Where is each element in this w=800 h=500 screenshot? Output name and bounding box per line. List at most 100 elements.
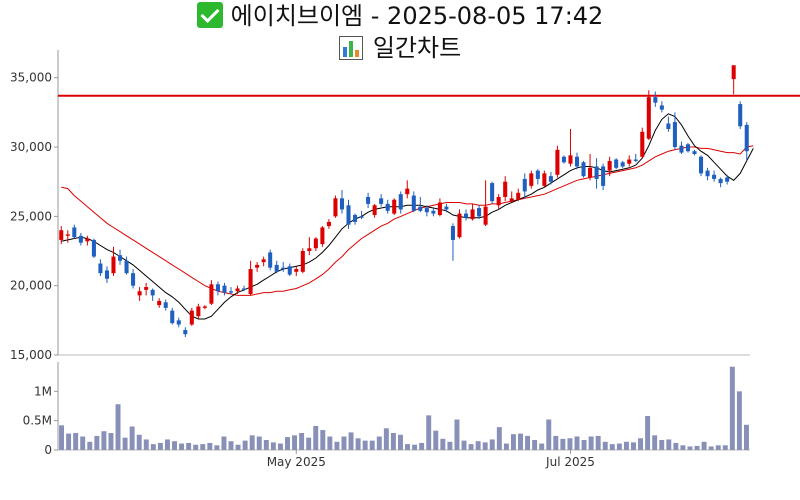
candle-body: [405, 189, 409, 195]
candle-body: [595, 166, 599, 178]
candle: [183, 327, 187, 337]
candle-body: [333, 198, 337, 216]
candle-body: [183, 330, 187, 334]
candle-body: [699, 157, 703, 174]
volume-panel: 00.5M1M: [23, 362, 750, 457]
candle-body: [131, 273, 135, 285]
candle-body: [294, 269, 298, 272]
candle: [111, 247, 115, 276]
volume-bar: [123, 438, 128, 450]
candle-body: [510, 198, 514, 201]
candle-body: [647, 97, 651, 139]
candle-body: [451, 226, 455, 240]
candle: [471, 204, 475, 221]
candle: [542, 171, 546, 188]
candle-body: [431, 211, 435, 214]
price-y-tick-label: 15,000: [10, 348, 52, 362]
candle-body: [255, 265, 259, 268]
volume-bar: [292, 435, 297, 450]
candle-body: [157, 301, 161, 305]
candle-body: [222, 286, 226, 293]
candle-body: [686, 144, 690, 151]
candle: [405, 180, 409, 198]
volume-bar: [144, 439, 149, 450]
candle-body: [190, 311, 194, 325]
candle-body: [151, 290, 155, 296]
candle-body: [457, 214, 461, 238]
volume-bar: [299, 433, 304, 450]
volume-bar: [617, 444, 622, 450]
candle-body: [425, 208, 429, 212]
price-panel: 15,00020,00025,00030,00035,000: [10, 50, 800, 362]
candle-body: [144, 287, 148, 290]
candle-body: [281, 268, 285, 269]
moving-average-short: [61, 114, 753, 319]
volume-bar: [214, 445, 219, 450]
candle: [170, 308, 174, 325]
volume-bar: [391, 433, 396, 450]
candle-body: [464, 214, 468, 218]
candle-body: [438, 203, 442, 215]
volume-bar: [567, 438, 572, 450]
candle-body: [268, 252, 272, 267]
candle-body: [536, 171, 540, 179]
candle: [249, 261, 253, 296]
price-y-tick-label: 20,000: [10, 279, 52, 293]
candle-body: [125, 261, 129, 273]
volume-bar: [243, 441, 248, 450]
volume-bar: [716, 445, 721, 450]
volume-bar: [744, 425, 749, 450]
volume-bar: [603, 442, 608, 450]
volume-bar: [334, 442, 339, 450]
volume-bar: [278, 444, 283, 450]
volume-bar: [73, 433, 78, 450]
candle-body: [601, 166, 605, 185]
candle: [196, 304, 200, 319]
candle: [490, 182, 494, 204]
volume-bar: [596, 436, 601, 450]
volume-bar: [80, 437, 85, 450]
volume-bar: [447, 442, 452, 450]
volume-bar: [702, 442, 707, 450]
candle: [314, 237, 318, 251]
volume-bar: [229, 441, 234, 450]
volume-bar: [320, 430, 325, 450]
candle: [222, 283, 226, 295]
candle: [144, 283, 148, 295]
candle: [666, 117, 670, 132]
candle-body: [471, 209, 475, 219]
candle: [353, 214, 357, 225]
volume-bar: [179, 444, 184, 450]
volume-bar: [200, 444, 205, 450]
candle-body: [516, 193, 520, 200]
volume-bar: [59, 425, 64, 450]
volume-bar: [342, 437, 347, 450]
candle-body: [242, 288, 246, 289]
candle: [464, 209, 468, 220]
volume-y-tick-label: 0.5M: [23, 414, 52, 428]
volume-bar: [553, 436, 558, 450]
volume-bar: [659, 440, 664, 450]
candle: [529, 171, 533, 189]
volume-bar: [412, 445, 417, 450]
candle-body: [366, 197, 370, 204]
candle: [320, 226, 324, 247]
candle-body: [627, 160, 631, 164]
x-axis: May 2025 Jul 2025: [267, 450, 595, 469]
candle: [118, 250, 122, 265]
candle-body: [503, 182, 507, 197]
candle-body: [418, 207, 422, 211]
candle: [719, 178, 723, 188]
candle-body: [307, 248, 311, 251]
volume-bar: [723, 445, 728, 450]
volume-bar: [186, 443, 191, 450]
candle-body: [118, 255, 122, 261]
candle: [138, 287, 142, 301]
volume-bar: [497, 427, 502, 450]
candle: [190, 308, 194, 326]
volume-bar: [257, 437, 262, 450]
volume-bar: [158, 443, 163, 450]
candle-body: [725, 178, 729, 182]
candle: [536, 169, 540, 184]
